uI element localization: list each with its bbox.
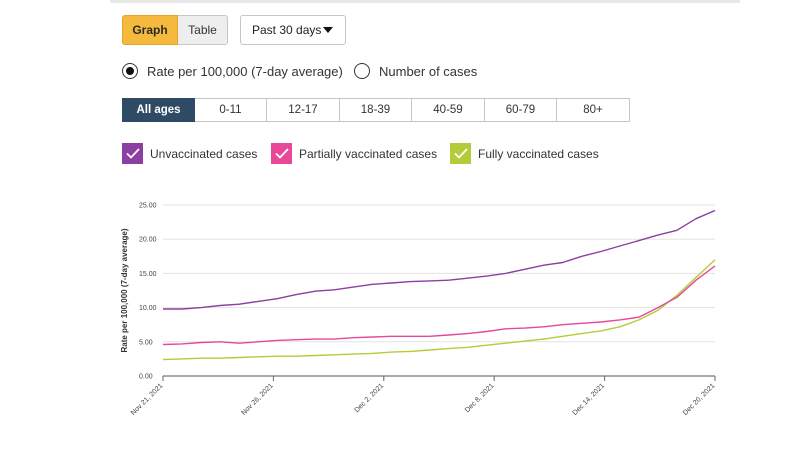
age-tab-12-17[interactable]: 12-17	[267, 98, 340, 122]
age-group-tabs: All ages 0-11 12-17 18-39 40-59 60-79 80…	[122, 98, 630, 122]
graph-view-button[interactable]: Graph	[122, 15, 178, 45]
y-axis-title: Rate per 100,000 (7-day average)	[120, 228, 129, 352]
age-tab-0-11[interactable]: 0-11	[195, 98, 267, 122]
age-tab-80-plus[interactable]: 80+	[557, 98, 630, 122]
cases-radio-label: Number of cases	[379, 63, 478, 79]
legend-partially-label: Partially vaccinated cases	[299, 146, 438, 161]
caret-down-icon	[323, 27, 333, 33]
y-tick-label: 25.00	[139, 203, 157, 210]
partially-vaccinated-series-line	[162, 265, 716, 346]
rate-radio-option[interactable]: Rate per 100,000 (7-day average)	[122, 63, 343, 79]
y-tick-label: 15.00	[139, 271, 157, 278]
y-tick-label: 0.00	[139, 374, 153, 381]
fully-vaccinated-series-line	[162, 259, 716, 361]
y-tick-label: 5.00	[139, 339, 153, 346]
legend-fully-label: Fully vaccinated cases	[478, 146, 599, 161]
check-icon	[274, 148, 289, 159]
check-icon	[453, 148, 468, 159]
age-tab-60-79[interactable]: 60-79	[485, 98, 557, 122]
top-divider	[110, 0, 740, 3]
age-tab-40-59[interactable]: 40-59	[412, 98, 485, 122]
table-view-button[interactable]: Table	[178, 15, 228, 45]
period-dropdown[interactable]: Past 30 days	[240, 15, 346, 45]
view-toggle: Graph Table	[122, 15, 228, 45]
legend-unvaccinated-swatch[interactable]	[122, 143, 143, 164]
legend-unvaccinated[interactable]: Unvaccinated cases	[122, 143, 257, 164]
legend-unvaccinated-label: Unvaccinated cases	[150, 146, 258, 161]
legend-partially-swatch[interactable]	[271, 143, 292, 164]
x-tick-label: Nov 26, 2021	[240, 382, 274, 416]
cases-radio-option[interactable]: Number of cases	[354, 63, 477, 79]
x-tick-label: Dec 20, 2021	[682, 382, 716, 416]
legend-fully-vaccinated[interactable]: Fully vaccinated cases	[450, 143, 599, 164]
radio-unselected-icon[interactable]	[354, 63, 370, 79]
legend-fully-swatch[interactable]	[450, 143, 471, 164]
x-tick-label: Dec 8, 2021	[464, 382, 496, 414]
y-tick-label: 10.00	[139, 305, 157, 312]
age-tab-all-ages[interactable]: All ages	[122, 98, 195, 122]
check-icon	[125, 148, 140, 159]
rate-radio-label: Rate per 100,000 (7-day average)	[147, 63, 343, 79]
legend-partially-vaccinated[interactable]: Partially vaccinated cases	[271, 143, 437, 164]
y-tick-label: 20.00	[139, 237, 157, 244]
radio-selected-icon[interactable]	[122, 63, 138, 79]
x-tick-label: Dec 14, 2021	[572, 382, 606, 416]
period-dropdown-value: Past 30 days	[252, 23, 322, 37]
unvaccinated-series-line	[163, 209, 716, 310]
age-tab-18-39[interactable]: 18-39	[340, 98, 412, 122]
x-tick-label: Nov 21, 2021	[130, 382, 164, 416]
x-tick-label: Dec 2, 2021	[354, 382, 386, 414]
